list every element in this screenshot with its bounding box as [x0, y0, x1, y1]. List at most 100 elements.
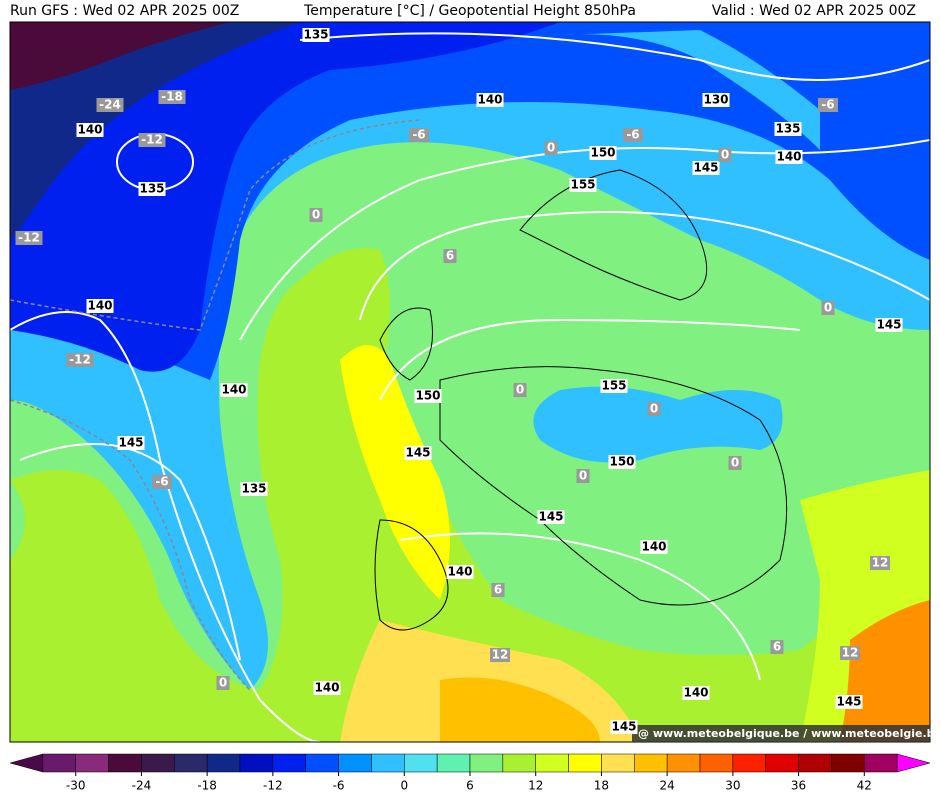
colorbar-segment [831, 753, 865, 773]
temperature-label: 0 [547, 141, 555, 155]
colorbar-segment [436, 753, 471, 773]
colorbar-segment [601, 753, 635, 773]
temperature-label: 12 [492, 648, 509, 662]
temperature-label: -24 [99, 98, 121, 112]
temperature-label: 0 [312, 208, 320, 222]
temperature-label-box [216, 676, 230, 690]
temperature-label-box [840, 646, 860, 660]
height-label: 135 [241, 482, 266, 496]
temperature-label-box [718, 148, 732, 162]
colorbar-segment [174, 753, 208, 773]
height-label-box [640, 540, 668, 554]
height-label-box [404, 446, 432, 460]
height-label-box [86, 299, 114, 313]
colorbar-tick-label: -24 [132, 779, 152, 793]
colorbar-segment [568, 753, 602, 773]
height-label-box [117, 436, 145, 450]
height-label: 145 [405, 446, 430, 460]
height-label-box [835, 695, 863, 709]
height-label: 140 [477, 93, 502, 107]
height-label-box [774, 122, 802, 136]
temperature-label-box [576, 469, 590, 483]
height-label-box [775, 150, 803, 164]
temperature-label-box [770, 640, 784, 654]
colorbar-tick-label: -6 [333, 779, 345, 793]
temperature-label-box [309, 208, 323, 222]
height-label: 155 [601, 379, 626, 393]
temperature-label-box [647, 402, 661, 416]
height-label-box [589, 146, 617, 160]
temperature-label-box [490, 648, 510, 662]
height-label-box [446, 565, 474, 579]
height-label-box [537, 510, 565, 524]
colorbar-segment [798, 753, 832, 773]
temperature-label-box [623, 128, 643, 142]
temperature-label: -6 [155, 475, 168, 489]
temperature-label-box [409, 128, 429, 142]
colorbar-segment [305, 753, 339, 773]
height-label: 135 [775, 122, 800, 136]
height-label-box [692, 161, 720, 175]
temperature-label-box [152, 475, 172, 489]
height-label: 145 [611, 720, 636, 734]
colorbar-segment [634, 753, 668, 773]
height-label-box [569, 178, 597, 192]
height-label-box [608, 455, 636, 469]
colorbar-tick-label: 12 [528, 779, 543, 793]
colorbar-segment [765, 753, 799, 773]
colorbar-segment [239, 753, 274, 773]
temperature-label: 0 [219, 676, 227, 690]
height-label: 135 [303, 28, 328, 42]
height-label-box [240, 482, 268, 496]
temperature-label: 0 [731, 456, 739, 470]
temperature-label-box [870, 556, 890, 570]
temperature-label-box [443, 249, 457, 263]
temperature-label: -12 [141, 133, 163, 147]
height-label-box [313, 681, 341, 695]
colorbar-tick-label: 36 [791, 779, 806, 793]
height-label: 145 [693, 161, 718, 175]
colorbar-segment [42, 753, 76, 773]
colorbar-tick-label: 6 [466, 779, 474, 793]
temperature-label: 6 [494, 583, 502, 597]
colorbar-segment [699, 753, 734, 773]
colorbar-segment [469, 753, 504, 773]
colorbar-segment [338, 753, 372, 773]
temperature-label: 6 [773, 640, 781, 654]
colorbar: -30 -24 -18 -12 -6 0 6 12 18 24 30 36 42 [9, 753, 931, 793]
temperature-label-box [544, 141, 558, 155]
temperature-label: -18 [161, 90, 183, 104]
colorbar-tick-label: 24 [660, 779, 675, 793]
height-label: 145 [538, 510, 563, 524]
colorbar-tick-label: -18 [197, 779, 217, 793]
temperature-label: -12 [18, 231, 40, 245]
temperature-label-box [15, 231, 43, 245]
colorbar-segment [502, 753, 536, 773]
height-label: 140 [221, 383, 246, 397]
height-label-box [476, 93, 504, 107]
height-label-box [414, 389, 442, 403]
colorbar-segment [9, 753, 44, 773]
temperature-label: 12 [872, 556, 889, 570]
map-title: Temperature [°C] / Geopotential Height 8… [303, 3, 636, 19]
colorbar-segment [896, 753, 931, 773]
height-label: 155 [570, 178, 595, 192]
colorbar-tick-label: 0 [400, 779, 408, 793]
valid-info: Valid : Wed 02 APR 2025 00Z [712, 3, 916, 19]
height-label-box [76, 123, 104, 137]
colorbar-segment [272, 753, 306, 773]
height-label: 135 [139, 182, 164, 196]
colorbar-segment [732, 753, 766, 773]
temperature-label: 0 [579, 469, 587, 483]
temperature-label: -6 [412, 128, 425, 142]
colorbar-segment [535, 753, 569, 773]
temperature-label: 0 [516, 383, 524, 397]
temperature-label: -6 [626, 128, 639, 142]
colorbar-tick-label: 30 [725, 779, 740, 793]
height-label-box [682, 686, 710, 700]
height-label-box [875, 318, 903, 332]
height-label-box [600, 379, 628, 393]
height-label-box [302, 28, 330, 42]
temperature-label-box [728, 456, 742, 470]
